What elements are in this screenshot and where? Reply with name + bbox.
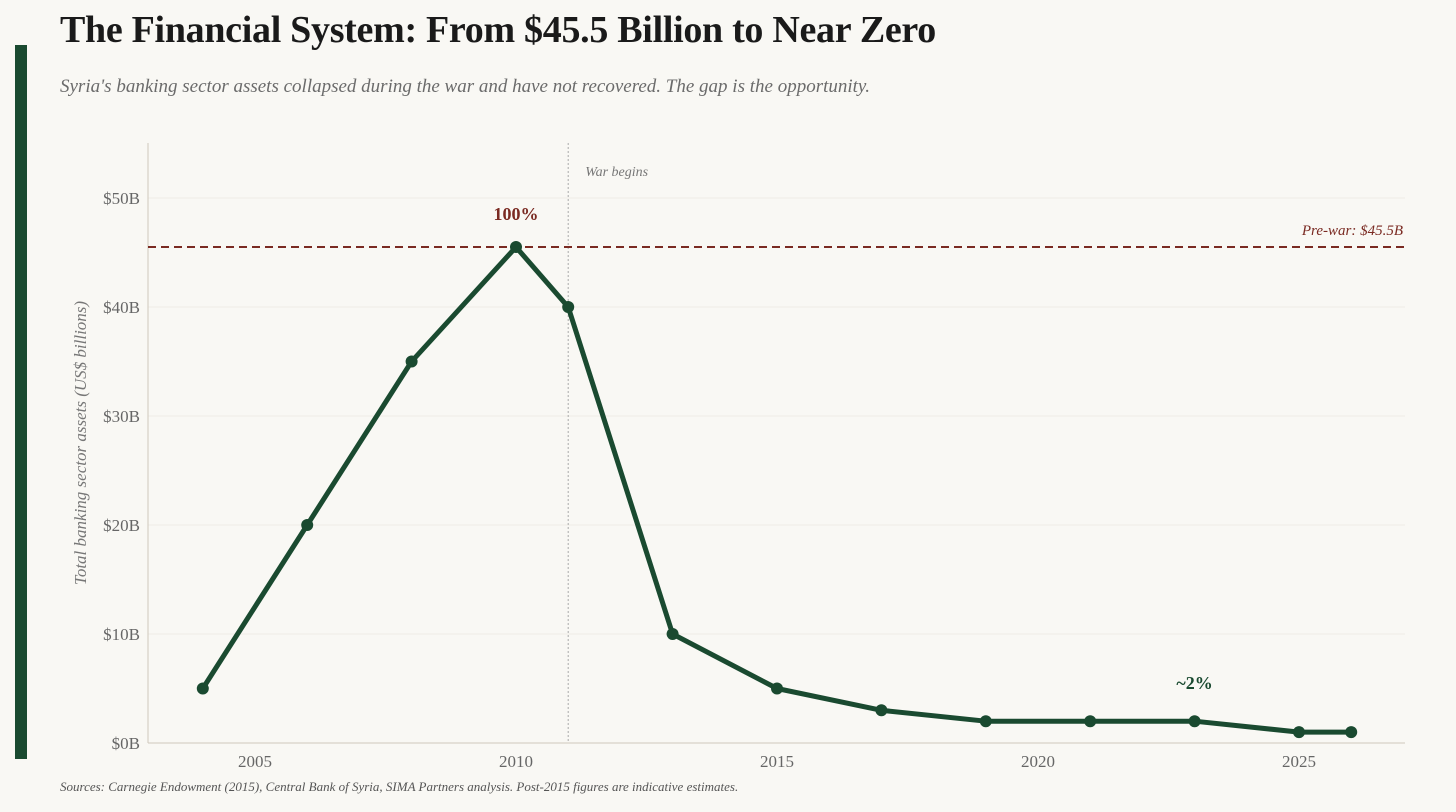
subtitle: Syria's banking sector assets collapsed … [60, 76, 871, 97]
x-tick-label: 2015 [760, 752, 794, 771]
data-point [979, 715, 992, 728]
series-line [200, 244, 1352, 735]
y-tick-label: $40B [103, 298, 140, 317]
data-point [196, 682, 209, 695]
war-begins-label: War begins [585, 165, 648, 180]
y-axis-label: Total banking sector assets (US$ billion… [71, 301, 90, 585]
x-tick-label: 2010 [499, 752, 533, 771]
x-tick-label: 2020 [1021, 752, 1055, 771]
data-point [666, 628, 679, 640]
data-point [1084, 715, 1097, 728]
data-point [1345, 726, 1358, 739]
data-point [875, 704, 888, 717]
data-point [510, 241, 522, 254]
y-tick-label: $20B [103, 516, 140, 535]
accent-bar [15, 45, 27, 759]
source-note: Sources: Carnegie Endowment (2015), Cent… [60, 779, 739, 794]
y-tick-label: $50B [103, 189, 140, 208]
data-point [562, 301, 575, 313]
data-point [771, 682, 783, 695]
data-point [1293, 726, 1305, 739]
data-point [405, 355, 418, 368]
annotation-label: ~2% [1176, 673, 1212, 693]
data-point [301, 519, 314, 531]
page-title: The Financial System: From $45.5 Billion… [60, 9, 937, 51]
x-tick-label: 2005 [238, 752, 272, 771]
x-tick-label: 2025 [1282, 752, 1316, 771]
y-tick-label: $0B [112, 734, 140, 753]
y-tick-label: $10B [103, 625, 140, 644]
y-tick-label: $30B [103, 407, 140, 426]
data-point [1188, 715, 1201, 728]
annotation-label: 100% [494, 204, 539, 224]
pre-war-label: Pre-war: $45.5B [1301, 223, 1403, 239]
